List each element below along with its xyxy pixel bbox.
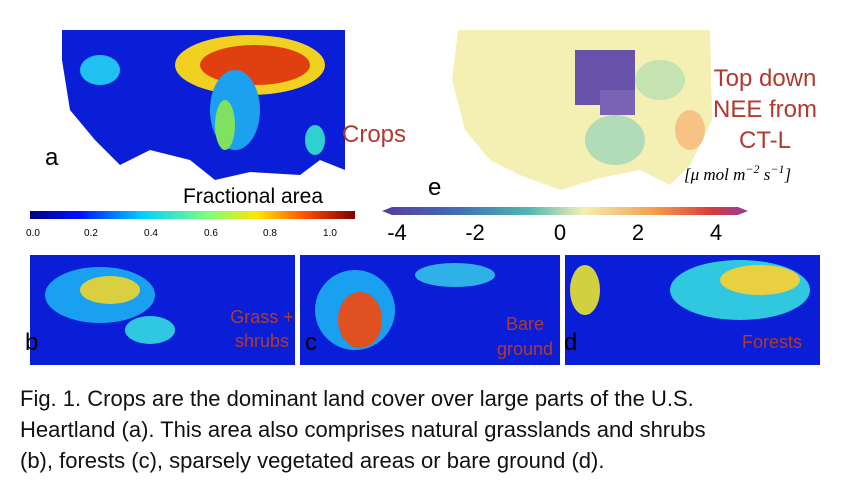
- unit: s: [760, 165, 771, 184]
- unit-exp: −1: [770, 162, 784, 176]
- panel-letter: b: [25, 329, 38, 356]
- colorbar-tick: -2: [465, 220, 485, 245]
- colorbar-tick: 0.8: [263, 228, 277, 239]
- colorbar-tick: -4: [387, 220, 407, 245]
- panel-label: Crops: [342, 121, 406, 148]
- colorbar-tick: 1.0: [323, 228, 337, 239]
- panel-label: ground: [497, 339, 553, 359]
- unit-exp: −2: [745, 162, 759, 176]
- unit: ]: [784, 165, 792, 184]
- colorbar-tick: 0.2: [84, 228, 98, 239]
- panel-label: Forests: [742, 332, 802, 352]
- panel-label: shrubs: [235, 331, 289, 351]
- panel-label: Grass +: [230, 307, 294, 327]
- panel-label: CT-L: [739, 127, 791, 154]
- panel-label: Top down: [714, 65, 817, 92]
- caption-line: Heartland (a). This area also comprises …: [20, 417, 706, 442]
- map-b: [30, 255, 295, 365]
- panel-label: Bare: [506, 314, 544, 334]
- panel-letter: d: [564, 329, 577, 356]
- colorbar-tick: 0.6: [204, 228, 218, 239]
- colorbar-tick: 4: [710, 220, 722, 245]
- map-e: [452, 30, 712, 190]
- colorbar-tick: 0: [554, 220, 566, 245]
- colorbar-title: Fractional area: [183, 185, 323, 208]
- map-c: [300, 255, 560, 365]
- colorbar: [382, 207, 748, 215]
- caption-line: Fig. 1. Crops are the dominant land cove…: [20, 386, 694, 411]
- unit-label: [μ mol m−2 s−1]: [684, 162, 791, 184]
- colorbar-tick: 2: [632, 220, 644, 245]
- colorbar-tick: 0.4: [144, 228, 158, 239]
- panel-letter: e: [428, 174, 441, 201]
- panel-letter: a: [45, 144, 59, 171]
- panel-label: NEE from: [713, 96, 817, 123]
- map-a: [62, 30, 345, 180]
- colorbar-tick: 0.0: [26, 228, 40, 239]
- colorbar: [30, 211, 355, 219]
- caption-line: (b), forests (c), sparsely vegetated are…: [20, 448, 604, 473]
- panel-letter: c: [305, 329, 317, 356]
- map-d: [565, 255, 820, 365]
- unit: [μ mol m: [684, 165, 745, 184]
